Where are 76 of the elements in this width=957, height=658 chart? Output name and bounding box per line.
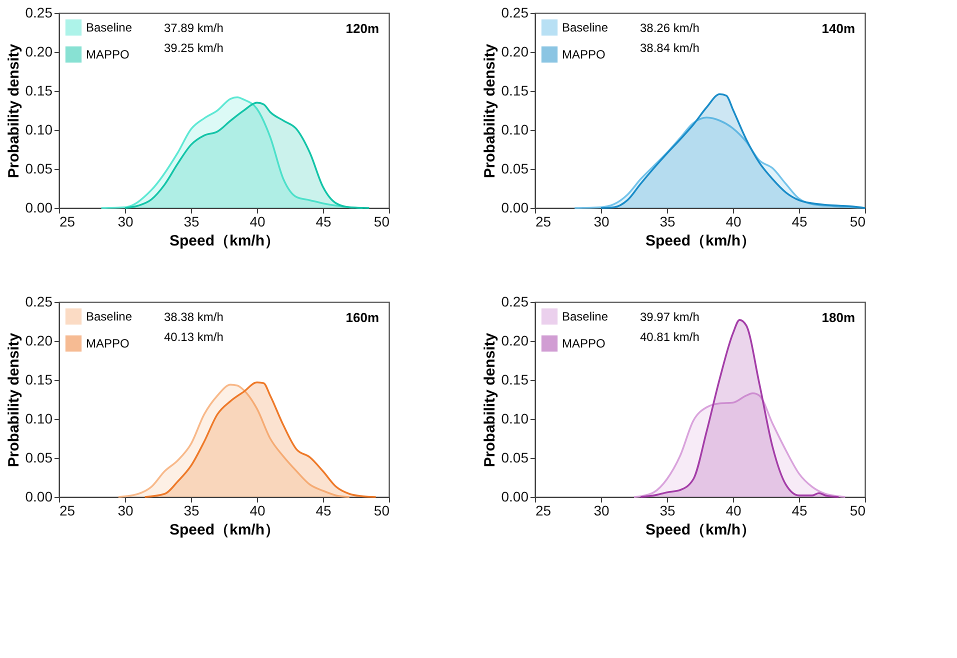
annotation: 38.26 km/h — [640, 21, 700, 35]
y-tick-label: 0.20 — [25, 44, 53, 60]
y-tick-label: 0.25 — [25, 294, 53, 310]
x-tick-label: 50 — [374, 214, 390, 230]
x-tick-label: 45 — [792, 214, 808, 230]
y-tick-label: 0.10 — [501, 122, 529, 138]
annotation: 39.25 km/h — [164, 41, 224, 55]
x-tick-label: 25 — [60, 214, 76, 230]
y-axis-title: Probability density — [481, 332, 498, 468]
x-tick-label: 35 — [184, 214, 200, 230]
y-tick-label: 0.05 — [25, 160, 53, 176]
y-tick-label: 0.05 — [501, 160, 529, 176]
x-tick-label: 40 — [250, 214, 266, 230]
x-tick-label: 50 — [850, 502, 866, 518]
x-tick-label: 25 — [536, 214, 552, 230]
annotation: 40.13 km/h — [164, 330, 224, 344]
text: 180m — [822, 310, 855, 325]
legend-label: MAPPO — [86, 48, 130, 62]
x-tick-label: 40 — [250, 502, 266, 518]
legend-label: MAPPO — [562, 48, 606, 62]
x-tick-label: 35 — [184, 502, 200, 518]
text: 120m — [346, 21, 379, 36]
y-tick-label: 0.05 — [501, 450, 529, 466]
x-tick-label: 45 — [316, 502, 332, 518]
y-tick-label: 0.25 — [501, 4, 529, 20]
y-tick-label: 0.00 — [501, 488, 529, 504]
x-tick-label: 30 — [118, 502, 134, 518]
annotation: 38.38 km/h — [164, 310, 224, 324]
legend-label: Baseline — [562, 310, 608, 324]
y-axis-title: Probability density — [5, 332, 22, 468]
x-tick-label: 40 — [726, 214, 742, 230]
legend-label: MAPPO — [562, 336, 606, 350]
x-tick-label: 30 — [594, 502, 610, 518]
y-tick-label: 0.25 — [501, 294, 529, 310]
x-tick-label: 40 — [726, 502, 742, 518]
x-tick-label: 50 — [374, 502, 390, 518]
legend-label: Baseline — [86, 20, 132, 34]
x-tick-label: 25 — [60, 502, 76, 518]
annotation: 37.89 km/h — [164, 21, 224, 35]
x-tick-label: 30 — [118, 214, 134, 230]
y-tick-label: 0.00 — [25, 200, 53, 216]
legend-label: MAPPO — [86, 336, 130, 350]
y-tick-label: 0.10 — [25, 122, 53, 138]
x-tick-label: 50 — [850, 214, 866, 230]
y-tick-label: 0.15 — [501, 372, 529, 388]
y-tick-label: 0.15 — [25, 82, 53, 98]
y-axis-title: Probability density — [481, 43, 498, 178]
y-tick-label: 0.15 — [25, 372, 53, 388]
x-axis-title: Speed（km/h） — [169, 232, 280, 250]
y-tick-label: 0.25 — [25, 4, 53, 20]
y-tick-label: 0.20 — [501, 332, 529, 348]
annotation: 39.97 km/h — [640, 310, 700, 324]
y-tick-label: 0.10 — [501, 410, 529, 426]
x-tick-label: 45 — [792, 502, 808, 518]
y-tick-label: 0.05 — [25, 450, 53, 466]
x-tick-label: 30 — [594, 214, 610, 230]
x-tick-label: 45 — [316, 214, 332, 230]
y-tick-label: 0.20 — [25, 332, 53, 348]
legend-label: Baseline — [562, 20, 608, 34]
y-tick-label: 0.00 — [25, 488, 53, 504]
x-axis-title: Speed（km/h） — [645, 522, 756, 538]
annotation: 38.84 km/h — [640, 41, 700, 55]
x-axis-title: Speed（km/h） — [645, 232, 756, 250]
x-axis-title: Speed（km/h） — [169, 522, 280, 538]
text: 160m — [346, 310, 379, 325]
y-tick-label: 0.10 — [25, 410, 53, 426]
x-tick-label: 25 — [536, 502, 552, 518]
x-tick-label: 35 — [660, 214, 676, 230]
legend-label: Baseline — [86, 310, 132, 324]
x-tick-label: 35 — [660, 502, 676, 518]
text: 140m — [822, 21, 855, 36]
annotation: 40.81 km/h — [640, 330, 700, 344]
y-tick-label: 0.20 — [501, 44, 529, 60]
y-tick-label: 0.15 — [501, 82, 529, 98]
y-tick-label: 0.00 — [501, 200, 529, 216]
y-axis-title: Probability density — [5, 43, 22, 178]
